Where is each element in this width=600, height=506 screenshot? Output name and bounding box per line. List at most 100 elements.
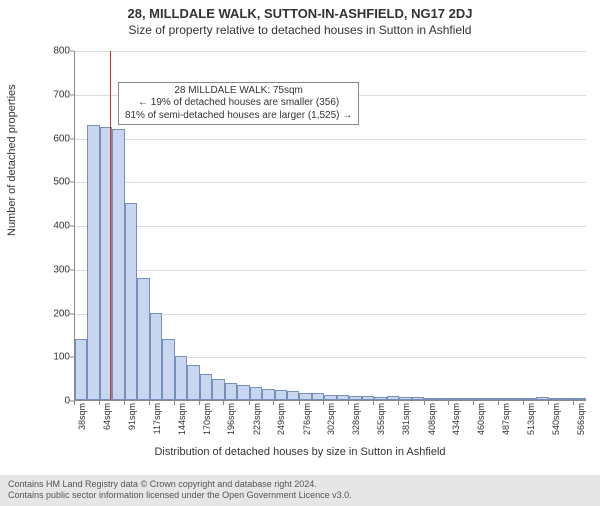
histogram-bar: [162, 339, 174, 400]
histogram-bar: [299, 393, 311, 400]
x-tick-label: 355sqm: [376, 403, 386, 435]
histogram-bar: [250, 387, 262, 400]
x-tick-mark: [223, 401, 224, 405]
x-tick-mark: [473, 401, 474, 405]
x-tick-label: 408sqm: [427, 403, 437, 435]
histogram-bar: [511, 398, 523, 400]
histogram-bar: [212, 379, 224, 400]
x-tick-label: 249sqm: [276, 403, 286, 435]
annotation-line: 28 MILLDALE WALK: 75sqm: [125, 85, 352, 98]
x-tick-mark: [74, 401, 75, 405]
marker-line: [110, 51, 111, 400]
histogram-bar: [287, 391, 299, 400]
x-tick-mark: [398, 401, 399, 405]
x-tick-mark: [573, 401, 574, 405]
histogram-bar: [262, 389, 274, 400]
x-tick-mark: [299, 401, 300, 405]
histogram-bar: [175, 356, 187, 400]
x-axis-label: Distribution of detached houses by size …: [0, 446, 600, 458]
chart-container: 28 MILLDALE WALK: 75sqm← 19% of detached…: [46, 51, 586, 431]
histogram-bar: [312, 393, 324, 400]
y-tick-mark: [70, 226, 74, 227]
y-tick-mark: [70, 182, 74, 183]
page-title: 28, MILLDALE WALK, SUTTON-IN-ASHFIELD, N…: [0, 6, 600, 21]
plot-area: 28 MILLDALE WALK: 75sqm← 19% of detached…: [74, 51, 586, 401]
x-tick-label: 276sqm: [302, 403, 312, 435]
grid-line: [75, 182, 586, 183]
grid-line: [75, 270, 586, 271]
x-tick-mark: [273, 401, 274, 405]
grid-line: [75, 226, 586, 227]
histogram-bar: [524, 398, 536, 400]
y-tick-mark: [70, 138, 74, 139]
x-tick-label: 117sqm: [152, 403, 162, 434]
footer-line-2: Contains public sector information licen…: [8, 490, 592, 502]
x-tick-label: 513sqm: [526, 403, 536, 435]
x-tick-label: 196sqm: [226, 403, 236, 435]
y-tick-mark: [70, 269, 74, 270]
histogram-bar: [87, 125, 99, 400]
x-tick-label: 460sqm: [476, 403, 486, 435]
x-tick-mark: [149, 401, 150, 405]
x-tick-mark: [548, 401, 549, 405]
histogram-bar: [112, 129, 124, 400]
x-tick-label: 38sqm: [77, 403, 87, 430]
histogram-bar: [275, 390, 287, 400]
x-tick-mark: [124, 401, 125, 405]
histogram-bar: [75, 339, 87, 400]
y-tick-label: 500: [46, 177, 70, 188]
y-tick-label: 300: [46, 264, 70, 275]
annotation-line: ← 19% of detached houses are smaller (35…: [125, 97, 352, 110]
annotation-line: 81% of semi-detached houses are larger (…: [125, 110, 352, 123]
histogram-bar: [362, 396, 374, 400]
x-tick-mark: [373, 401, 374, 405]
x-tick-mark: [498, 401, 499, 405]
histogram-bar: [387, 396, 399, 400]
histogram-bar: [150, 313, 162, 401]
footer-attribution: Contains HM Land Registry data © Crown c…: [0, 475, 600, 506]
histogram-bar: [412, 397, 424, 400]
y-tick-label: 400: [46, 221, 70, 232]
histogram-bar: [449, 398, 461, 400]
x-tick-label: 328sqm: [351, 403, 361, 435]
x-tick-label: 223sqm: [252, 403, 262, 435]
histogram-bar: [200, 374, 212, 400]
y-tick-label: 0: [46, 396, 70, 407]
annotation-box: 28 MILLDALE WALK: 75sqm← 19% of detached…: [118, 82, 359, 126]
y-tick-mark: [70, 94, 74, 95]
histogram-bar: [536, 397, 548, 400]
x-tick-label: 144sqm: [177, 403, 187, 435]
x-tick-mark: [348, 401, 349, 405]
x-tick-label: 64sqm: [102, 403, 112, 430]
x-tick-label: 302sqm: [326, 403, 336, 435]
histogram-bar: [225, 383, 237, 401]
y-tick-label: 200: [46, 308, 70, 319]
histogram-bar: [337, 395, 349, 400]
histogram-bar: [237, 385, 249, 400]
histogram-bar: [374, 397, 386, 401]
footer-line-1: Contains HM Land Registry data © Crown c…: [8, 479, 592, 491]
x-tick-label: 566sqm: [576, 403, 586, 435]
histogram-bar: [349, 396, 361, 400]
histogram-bar: [574, 398, 586, 400]
y-tick-label: 100: [46, 352, 70, 363]
histogram-bar: [125, 203, 137, 400]
histogram-bar: [437, 398, 449, 400]
x-tick-mark: [523, 401, 524, 405]
y-tick-label: 800: [46, 46, 70, 57]
histogram-bar: [499, 398, 511, 400]
histogram-bar: [486, 398, 498, 400]
x-tick-mark: [424, 401, 425, 405]
x-tick-label: 434sqm: [451, 403, 461, 435]
histogram-bar: [399, 397, 411, 401]
x-tick-label: 91sqm: [127, 403, 137, 430]
y-axis-label: Number of detached properties: [6, 84, 18, 236]
histogram-bar: [462, 398, 474, 400]
histogram-bar: [324, 395, 336, 400]
x-tick-label: 540sqm: [551, 403, 561, 435]
histogram-bar: [424, 398, 436, 400]
grid-line: [75, 139, 586, 140]
histogram-bar: [187, 365, 199, 400]
y-tick-mark: [70, 357, 74, 358]
histogram-bar: [137, 278, 149, 401]
